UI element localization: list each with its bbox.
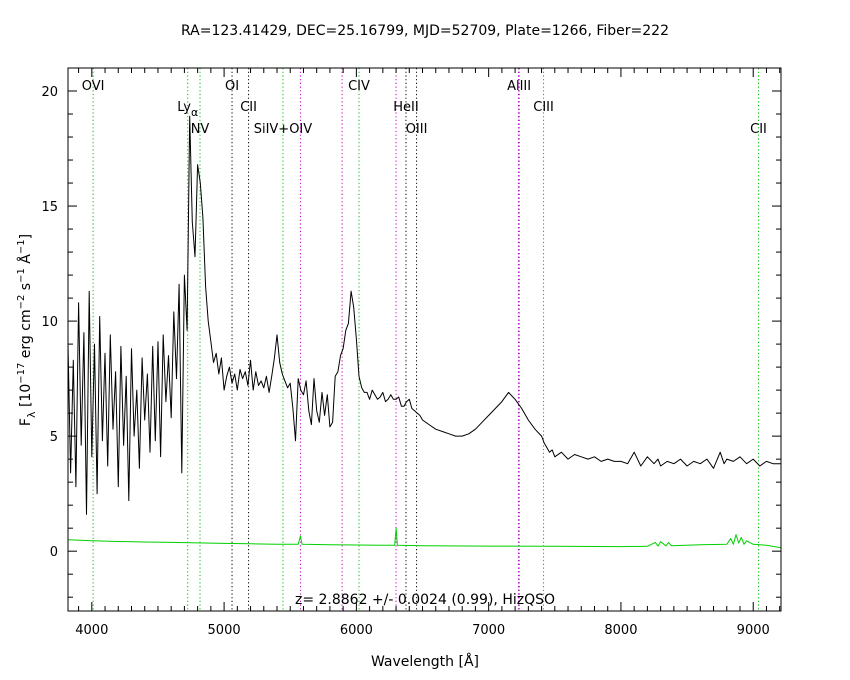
y-label-part: F — [18, 418, 34, 426]
line-label: AlIII — [507, 79, 531, 94]
x-tick-label: 9000 — [737, 623, 770, 638]
y-label-part: −1 — [16, 239, 27, 254]
x-tick-label: 4000 — [75, 623, 108, 638]
y-tick-label: 0 — [50, 545, 58, 560]
line-label: HeII — [393, 100, 418, 115]
error-line — [67, 527, 782, 549]
y-label-part: ] — [18, 234, 34, 239]
y-tick-label: 15 — [41, 200, 58, 215]
y-label-part: −2 — [16, 295, 27, 310]
x-tick-label: 7000 — [472, 623, 505, 638]
x-tick-label: 5000 — [208, 623, 241, 638]
flux-line — [67, 115, 781, 515]
chart-title: RA=123.41429, DEC=25.16799, MJD=52709, P… — [181, 23, 669, 39]
y-tick-label: 20 — [41, 85, 58, 100]
line-label: CII — [240, 100, 257, 115]
line-label: CIII — [533, 100, 554, 115]
emission-line-markers: OVILyαNVOICIISiIV+OIVCIVHeIIOIIIAlIIICII… — [82, 68, 767, 611]
line-label: OVI — [82, 79, 105, 94]
line-label: NV — [191, 122, 210, 137]
axes: 4000 5000 6000 7000 8000 9000 0 5 10 15 20 — [41, 68, 781, 638]
redshift-annotation: z= 2.8862 +/- 0.0024 (0.99), HizQSO — [295, 592, 555, 608]
line-label: SiIV+OIV — [254, 122, 313, 137]
y-label-part: Å — [17, 254, 34, 268]
line-label: OIII — [406, 122, 428, 137]
y-label-part: −17 — [16, 363, 27, 384]
y-label-part: s — [18, 283, 34, 295]
line-label: CII — [750, 122, 767, 137]
x-tick-label: 6000 — [340, 623, 373, 638]
line-label: OI — [225, 79, 239, 94]
line-label: CIV — [348, 79, 370, 94]
y-axis-label: Fλ [10−17 erg cm−2 s−1 Å−1] — [16, 234, 38, 426]
y-tick-label: 10 — [41, 315, 58, 330]
spectrum-series — [67, 115, 782, 549]
y-tick-label: 5 — [50, 430, 58, 445]
y-label-part: λ — [25, 411, 38, 418]
x-tick-label: 8000 — [604, 623, 637, 638]
y-label-part: −1 — [16, 268, 27, 283]
y-label-part: [10 — [18, 384, 34, 412]
plot-frame — [67, 67, 782, 612]
line-label-sub: α — [191, 106, 198, 119]
y-label-part: erg cm — [18, 309, 34, 362]
x-axis-label: Wavelength [Å] — [371, 653, 479, 670]
